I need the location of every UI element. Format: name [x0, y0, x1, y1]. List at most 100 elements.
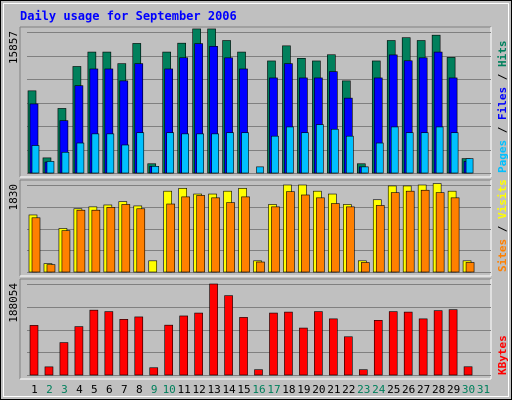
bar-sites-day-1 — [31, 217, 41, 273]
bar-kbytes-day-14 — [224, 295, 233, 376]
bar-sites-day-19 — [301, 194, 310, 273]
legend-separator: / — [496, 67, 509, 87]
bar-kbytes-day-4 — [74, 326, 84, 376]
bar-kbytes-day-27 — [418, 318, 428, 376]
bar-kbytes-day-17 — [269, 312, 278, 376]
bar-pages-day-20 — [316, 124, 324, 174]
day-label-7: 7 — [121, 383, 128, 396]
bar-pages-day-27 — [420, 132, 429, 174]
bar-kbytes-day-2 — [44, 366, 54, 376]
bar-sites-day-14 — [226, 202, 235, 273]
legend-entry-visits: Visits — [496, 179, 509, 219]
bar-sites-day-22 — [346, 206, 355, 273]
day-label-21: 21 — [327, 383, 340, 396]
bar-sites-day-10 — [166, 203, 176, 273]
bar-pages-day-25 — [390, 126, 399, 174]
day-label-17: 17 — [267, 383, 280, 396]
bar-pages-day-9 — [151, 166, 160, 174]
chart-title: Daily usage for September 2006 — [20, 9, 237, 23]
day-label-13: 13 — [207, 383, 220, 396]
day-label-15: 15 — [237, 383, 250, 396]
day-label-29: 29 — [447, 383, 460, 396]
bar-pages-day-7 — [121, 144, 130, 174]
legend-entry-kbytes: KBytes — [496, 335, 509, 375]
bar-pages-day-18 — [286, 126, 294, 174]
bar-pages-day-17 — [271, 135, 279, 174]
bar-kbytes-day-22 — [344, 336, 353, 376]
legend-entry-sites: Sites — [496, 239, 509, 272]
bar-pages-day-13 — [211, 133, 219, 174]
day-label-27: 27 — [417, 383, 430, 396]
bar-kbytes-day-29 — [448, 309, 458, 376]
bar-pages-day-28 — [435, 126, 444, 174]
legend-kbytes: KBytes — [496, 335, 509, 375]
bar-pages-day-6 — [106, 133, 115, 174]
bar-pages-day-11 — [181, 133, 189, 174]
bar-kbytes-day-26 — [403, 311, 413, 376]
bar-sites-day-30 — [465, 262, 475, 273]
bar-kbytes-day-8 — [134, 316, 144, 376]
bar-sites-day-12 — [196, 195, 205, 273]
legend-visits-sites: Sites / Visits — [496, 179, 509, 272]
bar-sites-day-13 — [211, 197, 220, 273]
bar-kbytes-day-18 — [284, 311, 293, 376]
bar-kbytes-day-19 — [299, 327, 308, 376]
bar-pages-day-12 — [196, 133, 204, 174]
bar-pages-day-8 — [136, 132, 145, 174]
day-label-24: 24 — [372, 383, 386, 396]
bar-kbytes-day-16 — [254, 369, 263, 376]
bar-kbytes-day-15 — [239, 317, 248, 376]
legend-hits-files-pages: Pages / Files / Hits — [496, 41, 509, 174]
bar-sites-day-29 — [450, 197, 460, 273]
legend-entry-hits: Hits — [496, 41, 509, 68]
day-label-30: 30 — [462, 383, 475, 396]
bar-sites-day-28 — [435, 192, 445, 273]
legend-separator: / — [496, 219, 509, 239]
bar-pages-day-3 — [61, 151, 70, 174]
day-label-28: 28 — [432, 383, 445, 396]
bar-sites-day-3 — [61, 230, 71, 273]
legend-entry-files: Files — [496, 87, 509, 120]
bar-kbytes-day-13 — [209, 283, 218, 376]
y-max-label: 188054 — [7, 283, 20, 323]
bar-sites-day-24 — [375, 205, 385, 273]
bar-sites-day-25 — [390, 192, 400, 273]
y-max-label: 15857 — [7, 31, 20, 64]
bar-pages-day-30 — [465, 158, 474, 174]
bar-kbytes-day-1 — [29, 325, 39, 376]
bar-kbytes-day-10 — [164, 324, 174, 376]
day-label-1: 1 — [31, 383, 38, 396]
day-label-19: 19 — [297, 383, 310, 396]
inner-border — [3, 3, 509, 397]
day-label-16: 16 — [252, 383, 265, 396]
bar-pages-day-15 — [241, 132, 249, 174]
bar-pages-day-4 — [76, 142, 85, 174]
day-label-2: 2 — [46, 383, 53, 396]
bar-pages-day-26 — [405, 132, 414, 174]
bar-sites-day-2 — [46, 264, 56, 273]
bar-sites-day-20 — [316, 197, 325, 273]
bar-sites-day-16 — [256, 261, 265, 273]
bar-kbytes-day-12 — [194, 312, 203, 376]
bar-sites-day-15 — [241, 196, 250, 273]
day-label-10: 10 — [163, 383, 176, 396]
day-label-23: 23 — [357, 383, 370, 396]
chart-panels: 15857 Pages / Files / Hits 1830 Sites / Vis… — [7, 26, 509, 380]
day-label-6: 6 — [106, 383, 113, 396]
day-label-11: 11 — [178, 383, 191, 396]
bar-sites-day-5 — [91, 209, 101, 273]
panel-frame-kbytes — [20, 279, 491, 379]
bar-sites-day-6 — [106, 207, 116, 273]
bar-kbytes-day-28 — [433, 310, 443, 376]
bar-kbytes-day-21 — [329, 318, 338, 376]
bar-pages-day-10 — [166, 132, 175, 174]
bar-kbytes-day-24 — [373, 320, 383, 376]
bar-pages-day-5 — [91, 133, 100, 174]
bar-kbytes-day-23 — [358, 369, 368, 376]
day-label-26: 26 — [402, 383, 415, 396]
bar-pages-day-16 — [256, 166, 264, 174]
day-label-4: 4 — [76, 383, 83, 396]
bar-pages-day-21 — [331, 128, 339, 174]
